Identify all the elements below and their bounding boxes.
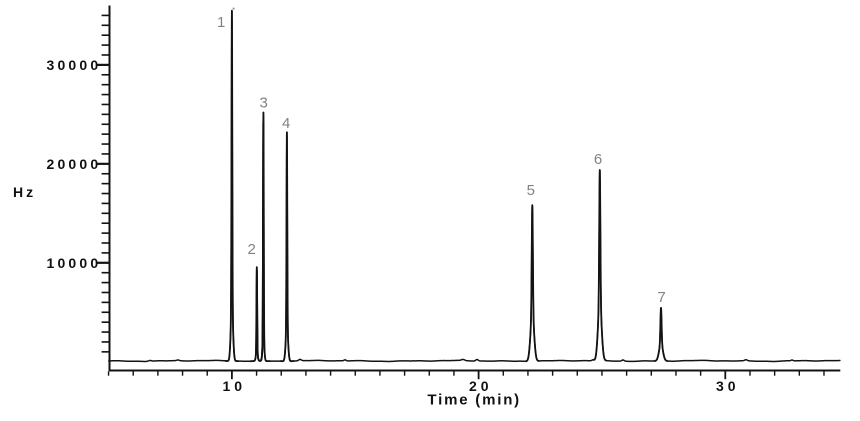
svg-text:30000: 30000: [46, 57, 101, 73]
svg-text:30: 30: [716, 378, 740, 394]
svg-text:10000: 10000: [46, 255, 101, 271]
svg-text:20000: 20000: [46, 156, 101, 172]
svg-text:4: 4: [282, 115, 290, 132]
svg-text:3: 3: [260, 94, 268, 111]
svg-text:Hz: Hz: [13, 184, 36, 200]
svg-text:20: 20: [469, 378, 493, 394]
svg-text:Time (min): Time (min): [427, 392, 521, 409]
svg-text:2: 2: [248, 241, 256, 258]
svg-text:10: 10: [223, 378, 247, 394]
svg-text:6: 6: [594, 151, 602, 168]
svg-text:7: 7: [657, 289, 665, 306]
svg-text:1: 1: [217, 14, 225, 31]
svg-text:5: 5: [527, 182, 535, 199]
